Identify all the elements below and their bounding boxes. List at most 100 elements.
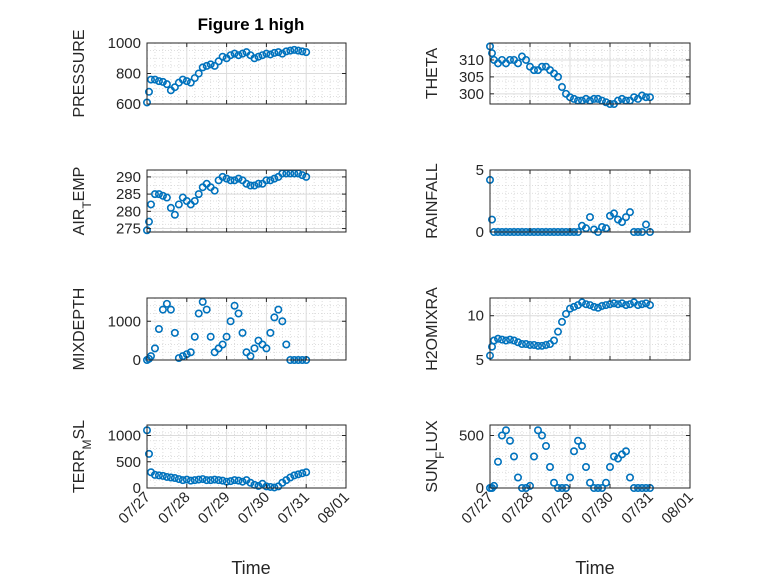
data-point — [537, 431, 546, 440]
x-tick-label: 07/30 — [578, 489, 617, 528]
x-tick-label: 07/29 — [195, 489, 234, 528]
data-point — [194, 190, 203, 199]
data-point — [625, 473, 634, 482]
data-point — [246, 181, 255, 190]
data-point — [166, 305, 175, 314]
data-point — [637, 300, 646, 309]
data-point — [286, 473, 295, 482]
data-point — [625, 300, 634, 309]
data-point — [202, 476, 211, 485]
data-point — [190, 332, 199, 341]
data-point — [633, 301, 642, 310]
data-point — [585, 213, 594, 222]
data-point — [290, 471, 299, 480]
x-tick-label: 07/31 — [618, 489, 657, 528]
data-point — [222, 332, 231, 341]
data-point — [166, 473, 175, 482]
data-point — [174, 200, 183, 209]
data-point — [593, 303, 602, 312]
data-point — [569, 94, 578, 103]
x-tick-label: 07/29 — [538, 489, 577, 528]
data-point — [278, 317, 287, 326]
data-point — [493, 334, 502, 343]
data-point — [266, 482, 275, 491]
data-point — [178, 75, 187, 84]
data-point — [146, 75, 155, 84]
data-point — [641, 299, 650, 308]
data-point — [282, 340, 291, 349]
y-axis-label: RAINFALL — [424, 163, 441, 239]
y-tick-label: 285 — [116, 186, 141, 203]
data-point — [561, 309, 570, 318]
x-axis-label-right: Time — [575, 558, 614, 578]
data-point — [505, 55, 514, 64]
data-point — [190, 476, 199, 485]
data-point — [581, 224, 590, 233]
data-point — [246, 352, 255, 361]
x-tick-label: 07/30 — [235, 489, 274, 528]
data-point — [270, 483, 279, 492]
data-point — [521, 340, 530, 349]
data-point — [154, 471, 163, 480]
data-point — [501, 426, 510, 435]
data-point — [585, 478, 594, 487]
data-point — [509, 452, 518, 461]
data-point — [605, 462, 614, 471]
axes-box — [489, 297, 691, 361]
data-point — [581, 300, 590, 309]
minor-grid — [490, 425, 690, 488]
data-point — [509, 336, 518, 345]
data-point — [541, 441, 550, 450]
data-point — [144, 449, 153, 458]
data-point — [513, 338, 522, 347]
data-point — [290, 45, 299, 54]
data-point — [577, 441, 586, 450]
data-point — [601, 98, 610, 107]
data-point — [234, 309, 243, 318]
data-point — [525, 481, 534, 490]
data-point — [637, 91, 646, 100]
data-point — [274, 482, 283, 491]
data-point — [549, 336, 558, 345]
data-point — [190, 197, 199, 206]
data-point — [266, 176, 275, 185]
data-point — [146, 200, 155, 209]
data-point — [230, 49, 239, 58]
data-point — [214, 57, 223, 66]
data-point — [262, 49, 271, 58]
data-point — [302, 48, 311, 57]
data-point — [501, 336, 510, 345]
data-point — [194, 475, 203, 484]
y-tick-label: 0 — [133, 352, 141, 369]
data-point — [158, 77, 167, 86]
data-point — [170, 83, 179, 92]
data-point — [553, 72, 562, 81]
data-point — [226, 317, 235, 326]
y-tick-label: 5 — [476, 162, 484, 179]
minor-grid — [490, 43, 690, 104]
data-point — [270, 313, 279, 322]
data-point — [529, 340, 538, 349]
data-series — [485, 426, 654, 492]
data-point — [182, 475, 191, 484]
data-series — [143, 45, 311, 107]
data-point — [230, 476, 239, 485]
y-axis-label: H2OMIXRA — [424, 287, 441, 371]
data-point — [573, 436, 582, 445]
y-tick-label: 305 — [459, 69, 484, 86]
data-point — [162, 472, 171, 481]
data-point — [513, 473, 522, 482]
data-point — [529, 66, 538, 75]
y-tick-label: 1000 — [108, 313, 141, 330]
data-point — [198, 63, 207, 72]
data-point — [174, 475, 183, 484]
data-point — [601, 478, 610, 487]
data-point — [533, 426, 542, 435]
data-point — [194, 309, 203, 318]
data-point — [158, 191, 167, 200]
data-point — [569, 447, 578, 456]
